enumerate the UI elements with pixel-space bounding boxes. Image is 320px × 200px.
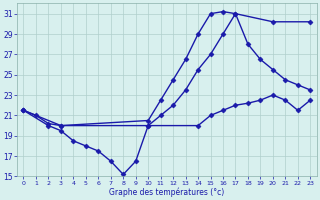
X-axis label: Graphe des températures (°c): Graphe des températures (°c) (109, 187, 225, 197)
